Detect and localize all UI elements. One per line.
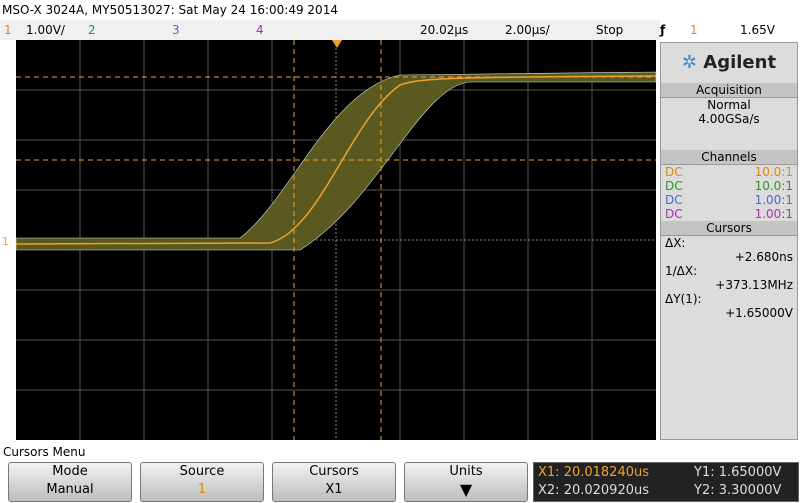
ch-label: 2 bbox=[88, 23, 96, 37]
coupling: DC bbox=[665, 165, 683, 179]
ch-scale: 1.00V/ bbox=[26, 23, 65, 37]
y2: Y2: 3.30000V bbox=[694, 483, 782, 498]
time-ref: 20.02µs bbox=[420, 23, 469, 37]
key-bottom: X1 bbox=[325, 482, 343, 497]
section-title: Cursors bbox=[661, 221, 797, 236]
softkey[interactable]: Source 1 bbox=[140, 462, 264, 502]
coupling: DC bbox=[665, 207, 683, 221]
softkey[interactable]: Cursors X1 bbox=[272, 462, 396, 502]
softkey[interactable]: Units ▼ bbox=[404, 462, 528, 502]
acq-rate: 4.00GSa/s bbox=[698, 112, 760, 126]
scope-screen: 1 bbox=[2, 40, 657, 440]
coupling: DC bbox=[665, 179, 683, 193]
value: +1.65000V bbox=[725, 306, 793, 320]
readout: X1: 20.018240us X2: 20.020920us Y1: 1.65… bbox=[533, 462, 799, 502]
time-scale: 2.00µs/ bbox=[505, 23, 550, 37]
trace bbox=[15, 75, 657, 245]
probe: 10.0:1 bbox=[754, 179, 793, 193]
y1: Y1: 1.65000V bbox=[694, 465, 782, 480]
side-panel: ✲ Agilent Acquisition Normal 4.00GSa/s C… bbox=[660, 42, 798, 440]
title: MSO-X 3024A, MY50513027: Sat May 24 16:0… bbox=[2, 3, 338, 17]
coupling: DC bbox=[665, 193, 683, 207]
run-state: Stop bbox=[596, 23, 624, 37]
x2: X2: 20.020920us bbox=[538, 483, 650, 498]
trigger-source: 1 bbox=[690, 23, 698, 37]
channel-list: DC 10.0:1 DC 10.0:1 DC 1.00:1 DC 1.00:1 bbox=[661, 165, 797, 221]
ch-label: 4 bbox=[256, 23, 264, 37]
row: ΔY(1): bbox=[661, 292, 797, 306]
brand-text: Agilent bbox=[703, 52, 777, 73]
key-bottom: Manual bbox=[46, 482, 94, 497]
label: ΔX: bbox=[665, 236, 686, 250]
probe: 10.0:1 bbox=[754, 165, 793, 179]
cursors bbox=[16, 40, 656, 440]
channel-row: DC 1.00:1 bbox=[661, 193, 797, 207]
ch-marker: 1 bbox=[2, 235, 9, 248]
row: 1/ΔX: bbox=[661, 264, 797, 278]
status-bar: 1 1.00V/ 2 3 4 20.02µs 2.00µs/ Stop bbox=[0, 20, 660, 40]
key-top: Cursors bbox=[309, 464, 359, 479]
ch-label: 3 bbox=[172, 23, 180, 37]
row: ΔX: bbox=[661, 236, 797, 250]
channel-row: DC 1.00:1 bbox=[661, 207, 797, 221]
acq-mode: Normal bbox=[707, 98, 751, 112]
key-top: Mode bbox=[52, 464, 88, 479]
menu-title: Cursors Menu bbox=[3, 445, 86, 459]
brand: ✲ Agilent bbox=[681, 52, 777, 73]
trigger-icon: ƒ bbox=[660, 23, 666, 37]
key-top: Units bbox=[449, 464, 483, 479]
key-top: Source bbox=[179, 464, 225, 479]
value: +2.680ns bbox=[734, 250, 793, 264]
trigger-marker bbox=[332, 40, 342, 48]
trigger-level: 1.65V bbox=[740, 23, 775, 37]
section-title: Acquisition bbox=[661, 83, 797, 98]
probe: 1.00:1 bbox=[754, 193, 793, 207]
channel-row: DC 10.0:1 bbox=[661, 179, 797, 193]
channel-row: DC 10.0:1 bbox=[661, 165, 797, 179]
label: 1/ΔX: bbox=[665, 264, 698, 278]
envelope bbox=[15, 71, 657, 251]
softkey[interactable]: Mode Manual bbox=[8, 462, 132, 502]
x1: X1: 20.018240us bbox=[538, 465, 650, 480]
value: +373.13MHz bbox=[715, 278, 793, 292]
key-bottom: 1 bbox=[197, 482, 207, 497]
ch-label: 1 bbox=[4, 23, 12, 37]
probe: 1.00:1 bbox=[754, 207, 793, 221]
section-title: Channels bbox=[661, 150, 797, 165]
key-arrow: ▼ bbox=[459, 480, 473, 499]
label: ΔY(1): bbox=[665, 292, 702, 306]
